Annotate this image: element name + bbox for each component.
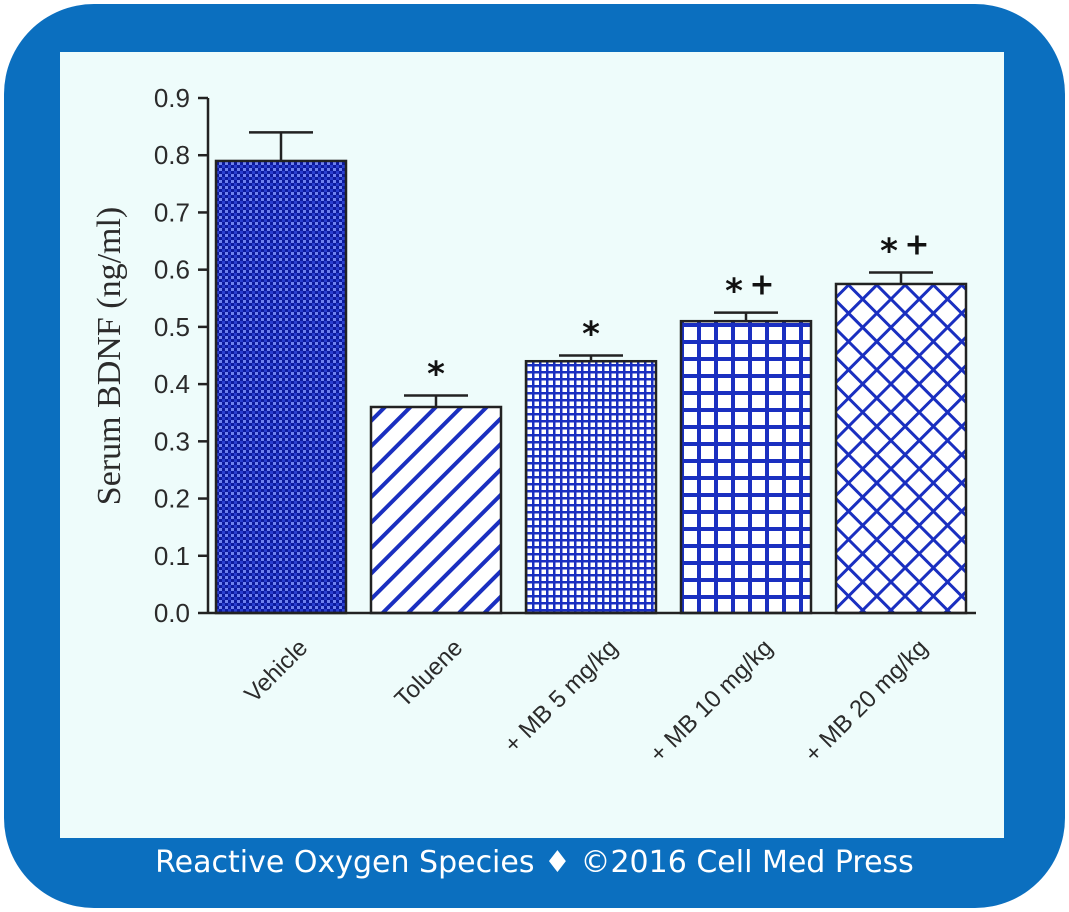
y-tick-label: 0.1 <box>154 541 190 571</box>
footer-credit: Reactive Oxygen Species ♦ ©2016 Cell Med… <box>155 845 914 880</box>
bar <box>214 159 348 615</box>
y-axis-label: Serum BDNF (ng/ml) <box>91 207 128 505</box>
y-tick-label: 0.2 <box>154 484 190 514</box>
bars <box>214 131 968 615</box>
significance-star: * <box>880 232 898 272</box>
bar <box>524 359 658 615</box>
bar-group <box>524 354 658 615</box>
bar-group <box>369 394 503 615</box>
significance-star: * <box>582 315 600 355</box>
y-tick-label: 0.7 <box>154 197 190 227</box>
category-label: + MB 20 mg/kg <box>800 634 934 768</box>
category-labels: Vehicle Toluene + MB 5 mg/kg + MB 10 mg/kg +… <box>239 634 933 768</box>
category-label: Vehicle <box>239 634 313 708</box>
y-tick-label: 0.8 <box>154 140 190 170</box>
y-axis: 0.0 0.1 0.2 0.3 0.4 0.5 0.6 0.7 0.8 0.9 <box>154 83 210 628</box>
bar <box>369 405 503 615</box>
y-tick-label: 0.4 <box>154 369 190 399</box>
significance-plus: + <box>749 268 774 303</box>
category-label: Toluene <box>390 634 469 713</box>
y-tick-label: 0.0 <box>154 598 190 628</box>
bar-group <box>214 131 348 615</box>
significance-star: * <box>427 355 445 395</box>
y-tick-label: 0.5 <box>154 312 190 342</box>
significance-markers: *** +* + <box>427 228 929 395</box>
category-label: + MB 10 mg/kg <box>645 634 779 768</box>
significance-plus: + <box>904 228 929 263</box>
bar <box>679 319 813 615</box>
y-tick-label: 0.9 <box>154 83 190 113</box>
bar-group <box>834 271 968 615</box>
y-tick-label: 0.3 <box>154 426 190 456</box>
bar-group <box>679 311 813 615</box>
bar <box>834 282 968 615</box>
y-tick-label: 0.6 <box>154 255 190 285</box>
category-label: + MB 5 mg/kg <box>499 634 623 758</box>
significance-star: * <box>725 272 743 312</box>
